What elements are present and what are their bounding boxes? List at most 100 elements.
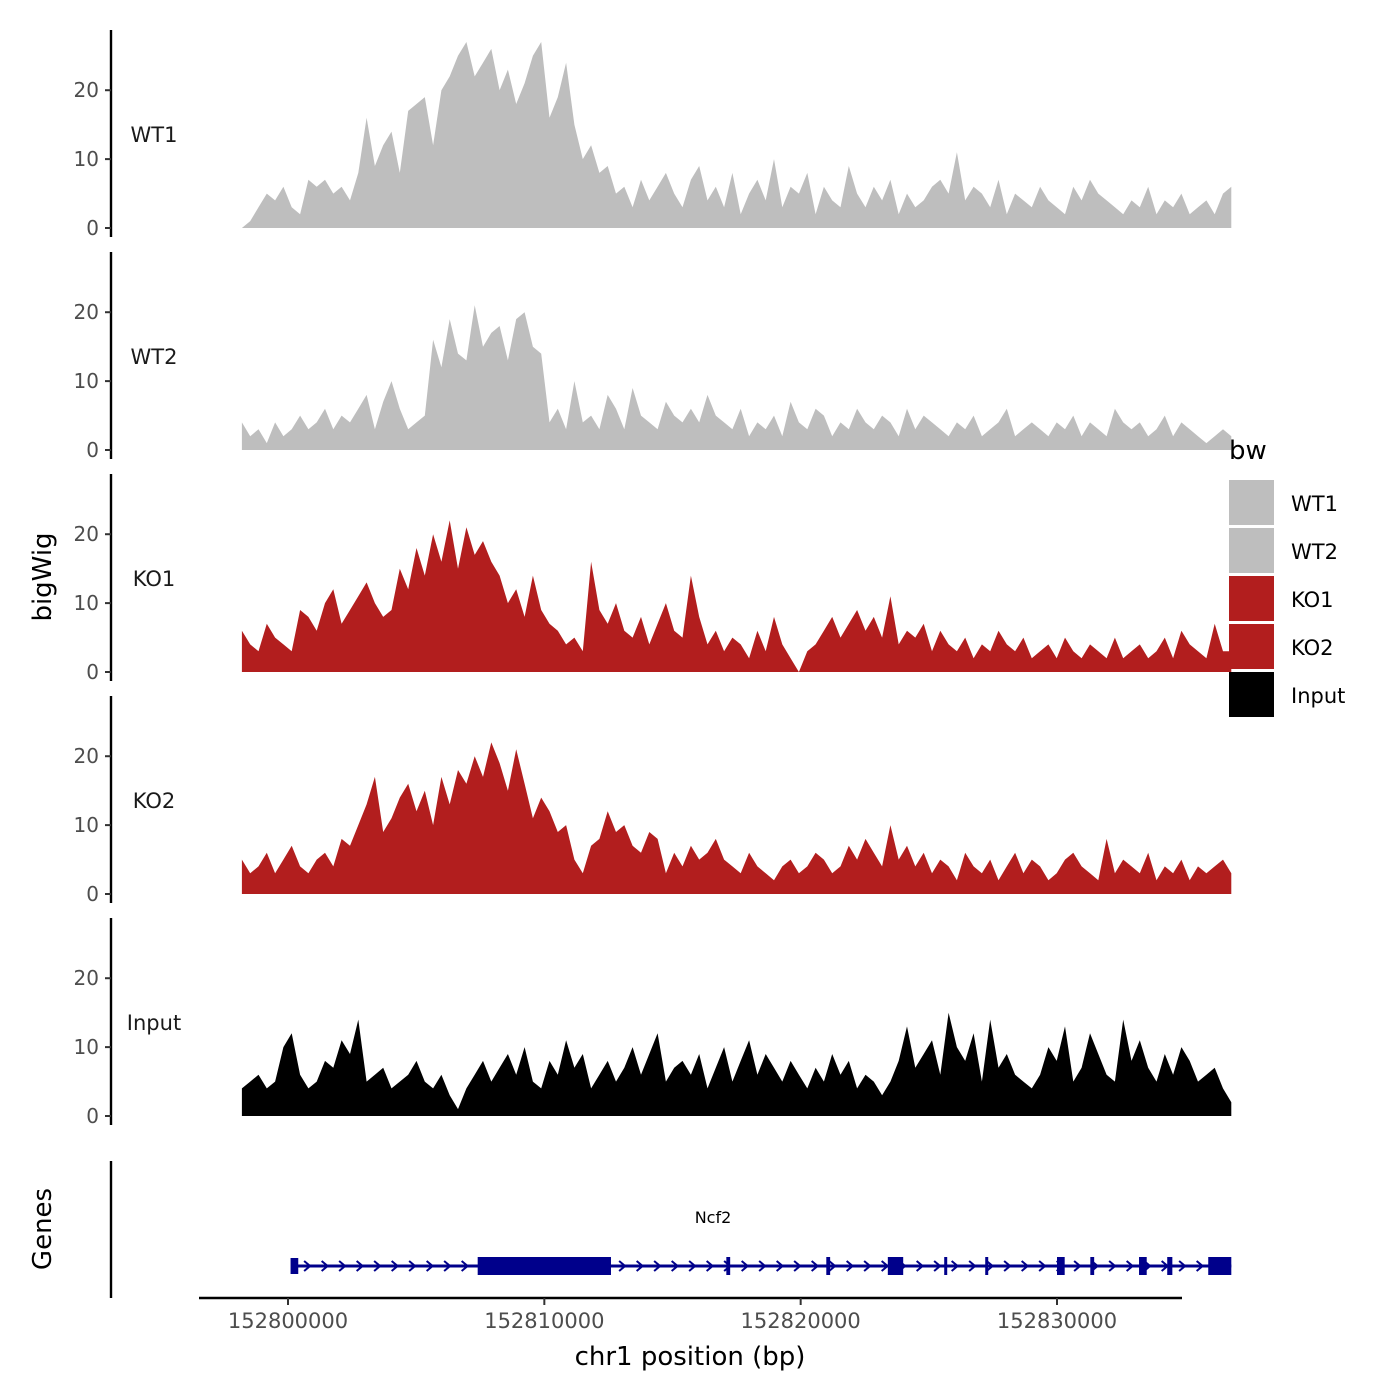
y-tick-label: 20	[74, 300, 99, 324]
track-panel-wt2: 0 10 20 WT2	[74, 252, 1232, 462]
strand-arrow-icon	[863, 1260, 872, 1272]
gene-exon	[726, 1257, 731, 1275]
strand-arrow-icon	[443, 1260, 452, 1272]
track-panel-wt1: 0 10 20 WT1	[74, 30, 1232, 240]
genes-axis-title: Genes	[28, 1188, 58, 1270]
strand-arrow-icon	[1108, 1260, 1117, 1272]
x-tick-label: 152830000	[997, 1309, 1117, 1333]
coverage-area-ko1	[241, 520, 1232, 672]
y-tick-label: 10	[74, 1035, 99, 1059]
strand-arrow-icon	[1195, 1260, 1205, 1272]
track-panel-ko2: 0 10 20 KO2	[74, 696, 1232, 906]
strand-arrow-icon	[1125, 1260, 1135, 1272]
strand-arrow-icon	[915, 1260, 925, 1272]
strand-arrow-icon	[1003, 1260, 1012, 1272]
gene-exon	[826, 1257, 831, 1275]
strand-arrow-icon	[828, 1260, 837, 1272]
strand-arrow-icon	[1020, 1260, 1030, 1272]
track-label: Input	[127, 1011, 181, 1035]
strand-arrow-icon	[950, 1260, 960, 1272]
strand-arrow-icon	[373, 1260, 382, 1272]
strand-arrow-icon	[793, 1260, 802, 1272]
strand-arrow-icon	[933, 1260, 942, 1272]
gene-track	[290, 1257, 1232, 1275]
gene-exon	[1057, 1257, 1065, 1275]
strand-arrow-icon	[390, 1260, 400, 1272]
strand-arrow-icon	[845, 1260, 855, 1272]
coverage-area-ko2	[241, 742, 1232, 894]
legend: bw WT1 WT2 KO1 KO2 Input	[1229, 436, 1345, 717]
coverage-tracks: 0 10 20 WT1 0 10 20 WT2 0 10 20 KO1 0 10 20 KO2 0 10 20 Inp…	[74, 30, 1232, 1128]
y-tick-label: 0	[86, 1104, 99, 1128]
legend-swatch-wt1	[1229, 480, 1274, 525]
legend-label-ko2: KO2	[1291, 636, 1334, 660]
strand-arrow-icon	[688, 1260, 697, 1272]
strand-arrow-icon	[968, 1260, 977, 1272]
strand-arrow-icon	[1073, 1260, 1082, 1272]
coverage-area-wt2	[241, 305, 1232, 450]
strand-arrow-icon	[705, 1260, 715, 1272]
gene-exon	[944, 1257, 948, 1275]
strand-arrow-icon	[810, 1260, 820, 1272]
track-label: WT2	[131, 345, 178, 369]
legend-swatch-ko1	[1229, 576, 1274, 621]
y-tick-label: 10	[74, 591, 99, 615]
gene-exon	[1208, 1257, 1232, 1275]
strand-arrow-icon	[1038, 1260, 1047, 1272]
legend-title: bw	[1229, 436, 1267, 466]
track-label: KO1	[133, 567, 176, 591]
strand-arrow-icon	[985, 1260, 995, 1272]
gene-panel: Ncf2	[109, 1161, 1232, 1298]
y-tick-label: 0	[86, 660, 99, 684]
track-panel-input: 0 10 20 Input	[74, 918, 1232, 1128]
strand-arrow-icon	[618, 1260, 627, 1272]
x-axis: 152800000 152810000 152820000 152830000 chr…	[199, 1296, 1182, 1372]
coverage-area-input	[241, 1012, 1232, 1116]
y-tick-label: 20	[74, 522, 99, 546]
legend-swatch-ko2	[1229, 624, 1274, 669]
y-tick-label: 10	[74, 147, 99, 171]
y-tick-label: 10	[74, 813, 99, 837]
y-tick-label: 20	[74, 744, 99, 768]
strand-arrow-icon	[758, 1260, 767, 1272]
y-tick-label: 20	[74, 966, 99, 990]
strand-arrow-icon	[775, 1260, 785, 1272]
strand-arrow-icon	[635, 1260, 645, 1272]
legend-swatch-wt2	[1229, 528, 1274, 573]
gene-name-label: Ncf2	[695, 1208, 732, 1227]
gene-exon	[985, 1257, 989, 1275]
strand-arrow-icon	[670, 1260, 680, 1272]
legend-label-wt1: WT1	[1291, 492, 1338, 516]
strand-arrow-icon	[338, 1260, 347, 1272]
y-axis-title: bigWig	[28, 532, 58, 621]
strand-arrow-icon	[460, 1260, 470, 1272]
y-tick-label: 20	[74, 78, 99, 102]
track-label: WT1	[131, 123, 178, 147]
gene-exon	[290, 1258, 299, 1274]
strand-arrow-icon	[740, 1260, 750, 1272]
strand-arrow-icon	[408, 1260, 417, 1272]
x-tick-label: 152800000	[228, 1309, 348, 1333]
strand-arrow-icon	[1178, 1260, 1187, 1272]
gene-exon	[887, 1257, 904, 1275]
legend-swatch-input	[1229, 672, 1274, 717]
strand-arrow-icon	[880, 1260, 890, 1272]
legend-label-ko1: KO1	[1291, 588, 1334, 612]
coverage-area-wt1	[241, 42, 1232, 228]
x-axis-ticks: 152800000 152810000 152820000 152830000	[228, 1298, 1117, 1333]
x-tick-label: 152820000	[741, 1309, 861, 1333]
y-tick-label: 0	[86, 882, 99, 906]
gene-exon	[1090, 1257, 1095, 1275]
gene-exon	[1139, 1257, 1147, 1275]
track-panel-ko1: 0 10 20 KO1	[74, 474, 1232, 684]
y-tick-label: 10	[74, 369, 99, 393]
strand-arrow-icon	[303, 1260, 312, 1272]
legend-label-wt2: WT2	[1291, 540, 1338, 564]
track-label: KO2	[133, 789, 176, 813]
strand-arrow-icon	[320, 1260, 330, 1272]
y-tick-label: 0	[86, 216, 99, 240]
gene-exon	[1167, 1257, 1173, 1275]
x-axis-title: chr1 position (bp)	[575, 1342, 806, 1372]
gene-exon	[477, 1257, 611, 1275]
